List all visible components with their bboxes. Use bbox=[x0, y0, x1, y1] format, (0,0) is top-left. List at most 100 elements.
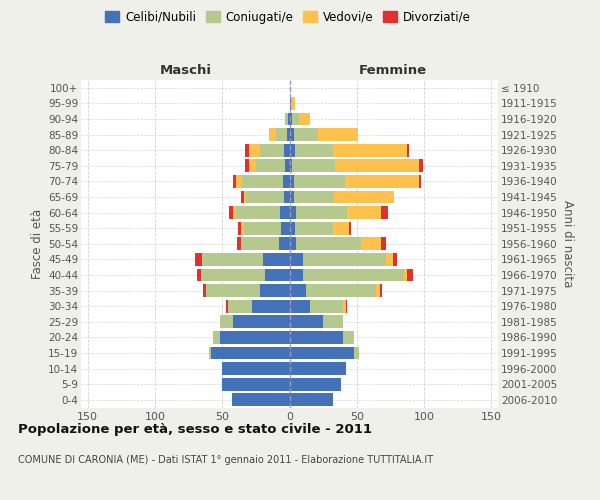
Bar bbox=[318, 128, 358, 141]
Bar bbox=[354, 346, 359, 360]
Bar bbox=[260, 284, 290, 297]
Bar bbox=[233, 175, 236, 188]
Bar bbox=[281, 222, 290, 234]
Bar bbox=[263, 253, 290, 266]
Bar bbox=[276, 128, 287, 141]
Bar bbox=[335, 160, 419, 172]
Bar bbox=[196, 253, 202, 266]
Bar bbox=[222, 378, 290, 390]
Bar bbox=[290, 238, 296, 250]
Bar bbox=[283, 175, 290, 188]
Bar bbox=[203, 284, 206, 297]
Bar bbox=[349, 222, 352, 234]
Bar bbox=[295, 222, 332, 234]
Bar bbox=[237, 238, 241, 250]
Bar bbox=[284, 190, 290, 203]
Bar bbox=[241, 222, 244, 234]
Bar bbox=[407, 268, 413, 281]
Bar bbox=[343, 331, 354, 344]
Bar bbox=[206, 284, 260, 297]
Bar bbox=[361, 238, 381, 250]
Bar bbox=[245, 160, 249, 172]
Bar bbox=[287, 128, 290, 141]
Bar bbox=[292, 112, 299, 126]
Bar bbox=[290, 300, 310, 312]
Bar bbox=[242, 175, 283, 188]
Bar bbox=[290, 206, 296, 219]
Bar bbox=[296, 206, 347, 219]
Bar bbox=[323, 316, 343, 328]
Bar bbox=[211, 346, 290, 360]
Bar bbox=[290, 112, 292, 126]
Bar bbox=[247, 190, 284, 203]
Bar bbox=[290, 190, 293, 203]
Bar bbox=[310, 300, 343, 312]
Bar bbox=[209, 346, 211, 360]
Text: COMUNE DI CARONIA (ME) - Dati ISTAT 1° gennaio 2011 - Elaborazione TUTTITALIA.IT: COMUNE DI CARONIA (ME) - Dati ISTAT 1° g… bbox=[18, 455, 433, 465]
Bar bbox=[343, 300, 346, 312]
Bar bbox=[290, 394, 332, 406]
Bar bbox=[236, 206, 280, 219]
Bar bbox=[222, 362, 290, 375]
Bar bbox=[220, 316, 233, 328]
Bar bbox=[292, 97, 295, 110]
Bar bbox=[290, 160, 292, 172]
Y-axis label: Anni di nascita: Anni di nascita bbox=[561, 200, 574, 288]
Bar bbox=[279, 238, 290, 250]
Legend: Celibi/Nubili, Coniugati/e, Vedovi/e, Divorziati/e: Celibi/Nubili, Coniugati/e, Vedovi/e, Di… bbox=[100, 6, 476, 28]
Bar bbox=[244, 190, 247, 203]
Bar bbox=[238, 222, 241, 234]
Bar bbox=[244, 222, 281, 234]
Bar bbox=[303, 268, 404, 281]
Bar bbox=[286, 112, 288, 126]
Bar bbox=[295, 144, 332, 156]
Text: Maschi: Maschi bbox=[160, 64, 212, 77]
Bar bbox=[236, 175, 242, 188]
Bar bbox=[290, 362, 346, 375]
Bar bbox=[213, 331, 220, 344]
Bar bbox=[290, 331, 343, 344]
Bar bbox=[252, 300, 290, 312]
Bar bbox=[346, 300, 347, 312]
Bar bbox=[299, 112, 310, 126]
Bar bbox=[241, 238, 279, 250]
Bar bbox=[290, 284, 305, 297]
Bar bbox=[249, 160, 256, 172]
Bar bbox=[332, 222, 349, 234]
Bar bbox=[286, 160, 290, 172]
Bar bbox=[419, 160, 422, 172]
Bar bbox=[245, 144, 249, 156]
Bar bbox=[293, 128, 318, 141]
Text: Popolazione per età, sesso e stato civile - 2011: Popolazione per età, sesso e stato civil… bbox=[18, 422, 372, 436]
Bar bbox=[249, 144, 260, 156]
Bar bbox=[290, 175, 293, 188]
Bar bbox=[241, 190, 244, 203]
Bar bbox=[291, 97, 292, 110]
Bar bbox=[292, 160, 335, 172]
Bar bbox=[347, 206, 381, 219]
Bar bbox=[265, 268, 290, 281]
Bar bbox=[334, 190, 394, 203]
Bar bbox=[288, 112, 290, 126]
Text: Femmine: Femmine bbox=[359, 64, 427, 77]
Bar bbox=[332, 144, 407, 156]
Bar bbox=[290, 378, 341, 390]
Bar bbox=[404, 268, 407, 281]
Bar bbox=[376, 284, 380, 297]
Bar bbox=[226, 300, 227, 312]
Bar bbox=[290, 253, 303, 266]
Bar bbox=[256, 160, 286, 172]
Bar bbox=[220, 331, 290, 344]
Bar bbox=[407, 144, 409, 156]
Bar bbox=[296, 238, 361, 250]
Bar bbox=[290, 346, 354, 360]
Bar bbox=[380, 284, 382, 297]
Bar bbox=[229, 206, 233, 219]
Bar bbox=[293, 175, 344, 188]
Bar bbox=[233, 206, 236, 219]
Bar bbox=[280, 206, 290, 219]
Bar bbox=[233, 316, 290, 328]
Bar bbox=[202, 253, 263, 266]
Bar bbox=[201, 268, 265, 281]
Bar bbox=[232, 394, 290, 406]
